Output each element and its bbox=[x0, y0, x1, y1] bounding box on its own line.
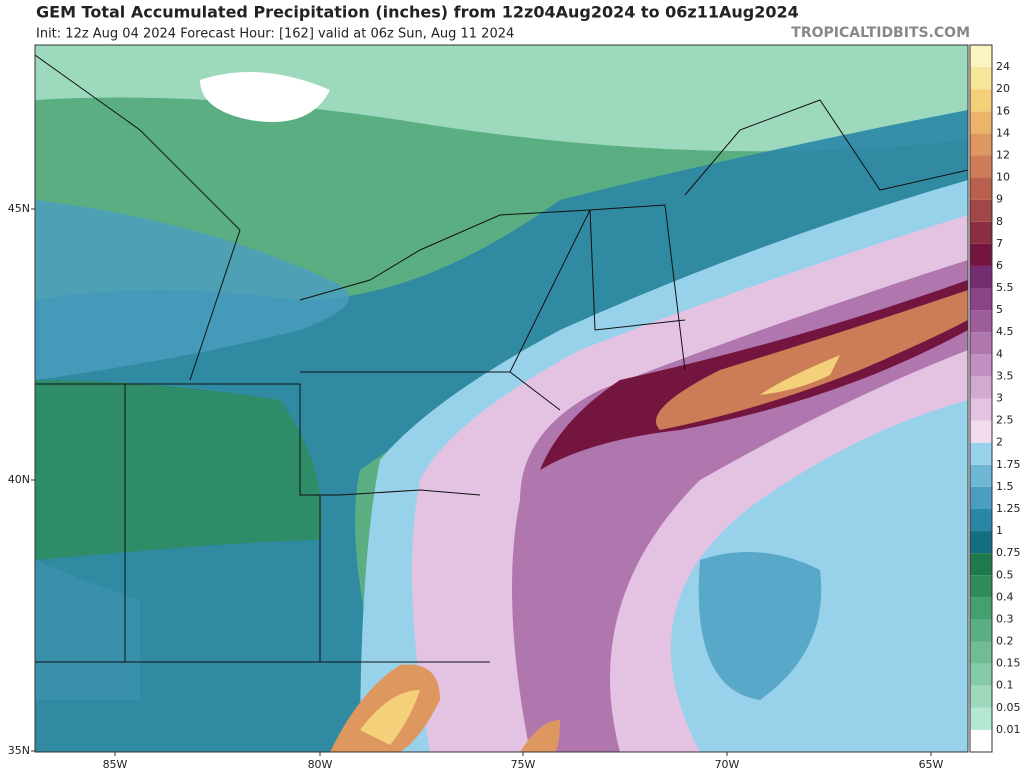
colorbar-box bbox=[970, 67, 992, 90]
colorbar-label: 0.75 bbox=[996, 546, 1021, 559]
colorbar-box bbox=[970, 45, 992, 68]
colorbar-box bbox=[970, 177, 992, 200]
colorbar-label: 2.5 bbox=[996, 414, 1014, 427]
colorbar-label: 1.5 bbox=[996, 480, 1014, 493]
colorbar-box bbox=[970, 288, 992, 311]
colorbar-label: 0.3 bbox=[996, 612, 1014, 625]
colorbar-box bbox=[970, 619, 992, 642]
colorbar-box bbox=[970, 398, 992, 421]
colorbar-label: 4 bbox=[996, 347, 1003, 360]
colorbar-box bbox=[970, 265, 992, 289]
colorbar-box bbox=[970, 464, 992, 487]
colorbar-box bbox=[970, 707, 992, 730]
colorbar-box bbox=[970, 597, 992, 620]
colorbar-box bbox=[970, 531, 992, 554]
colorbar-box bbox=[970, 243, 992, 266]
colorbar-label: 1.75 bbox=[996, 458, 1021, 471]
colorbar-label: 9 bbox=[996, 193, 1003, 206]
lat-label: 35N bbox=[8, 744, 30, 757]
subtitle: Init: 12z Aug 04 2024 Forecast Hour: [16… bbox=[36, 27, 514, 42]
lon-label: 75W bbox=[511, 758, 536, 771]
colorbar-box bbox=[970, 641, 992, 664]
colorbar-label: 24 bbox=[996, 60, 1010, 73]
colorbar-label: 10 bbox=[996, 171, 1010, 184]
colorbar-box bbox=[970, 685, 992, 708]
colorbar-label: 20 bbox=[996, 82, 1010, 95]
map bbox=[35, 45, 968, 752]
title: GEM Total Accumulated Precipitation (inc… bbox=[36, 3, 799, 22]
colorbar-label: 5.5 bbox=[996, 281, 1014, 294]
colorbar-box bbox=[970, 354, 992, 377]
colorbar-label: 0.15 bbox=[996, 657, 1021, 670]
lat-label: 45N bbox=[8, 202, 30, 215]
colorbar-box bbox=[970, 221, 992, 244]
colorbar-label: 3.5 bbox=[996, 369, 1014, 382]
colorbar-label: 8 bbox=[996, 215, 1003, 228]
map-frame bbox=[34, 44, 969, 753]
colorbar-box bbox=[970, 332, 992, 355]
colorbar-frame bbox=[969, 44, 993, 753]
colorbar-label: 3 bbox=[996, 392, 1003, 405]
colorbar-label: 0.05 bbox=[996, 701, 1021, 714]
colorbar-box bbox=[970, 376, 992, 399]
colorbar-label: 4.5 bbox=[996, 325, 1014, 338]
colorbar-box bbox=[970, 199, 992, 222]
colorbar-box bbox=[970, 420, 992, 443]
colorbar-box bbox=[970, 508, 992, 532]
colorbar-label: 12 bbox=[996, 148, 1010, 161]
colorbar-label: 6 bbox=[996, 259, 1003, 272]
colorbar-label: 7 bbox=[996, 237, 1003, 250]
colorbar-box bbox=[970, 133, 992, 156]
colorbar-label: 1.25 bbox=[996, 502, 1021, 515]
colorbar-label: 0.4 bbox=[996, 590, 1014, 603]
colorbar-label: 0.2 bbox=[996, 635, 1014, 648]
colorbar-box bbox=[970, 310, 992, 333]
colorbar-box bbox=[970, 442, 992, 465]
site-name: TROPICALTIDBITS.COM bbox=[791, 25, 970, 41]
colorbar-label: 0.1 bbox=[996, 679, 1014, 692]
colorbar-label: 5 bbox=[996, 303, 1003, 316]
colorbar-box bbox=[970, 486, 992, 509]
lat-label: 40N bbox=[8, 473, 30, 486]
colorbar-box bbox=[970, 729, 992, 752]
colorbar-box bbox=[970, 89, 992, 112]
colorbar-box bbox=[970, 111, 992, 134]
lon-label: 85W bbox=[103, 758, 128, 771]
colorbar-box bbox=[970, 553, 992, 576]
lon-label: 70W bbox=[715, 758, 740, 771]
colorbar-box bbox=[970, 663, 992, 686]
colorbar-label: 0.5 bbox=[996, 568, 1014, 581]
lon-label: 65W bbox=[919, 758, 944, 771]
colorbar-box bbox=[970, 155, 992, 178]
colorbar-label: 16 bbox=[996, 104, 1010, 117]
lon-label: 80W bbox=[308, 758, 333, 771]
colorbar-label: 2 bbox=[996, 436, 1003, 449]
colorbar-label: 0.01 bbox=[996, 723, 1021, 736]
colorbar-box bbox=[970, 575, 992, 598]
colorbar-label: 1 bbox=[996, 524, 1003, 537]
colorbar-label: 14 bbox=[996, 126, 1010, 139]
